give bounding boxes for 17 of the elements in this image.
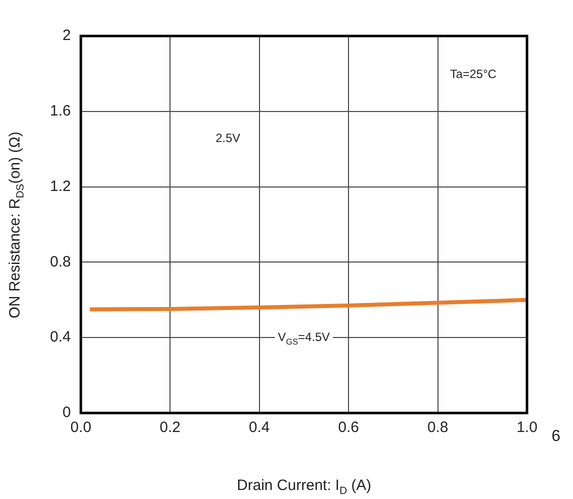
x-tick-label: 0.4 <box>248 419 270 436</box>
x-axis-title: Drain Current: I$_{D}$ (A) <box>236 477 372 497</box>
x-tick-label: 0.2 <box>160 419 181 436</box>
y-tick-label: 1.2 <box>50 178 71 195</box>
x-tick-label: 0.8 <box>427 419 448 436</box>
x-tick-label: 1.0 <box>516 419 538 436</box>
x-tick-label: 0.0 <box>70 419 92 436</box>
y-tick-label: 0 <box>62 404 71 422</box>
annotation: Ta=25°C <box>446 66 500 81</box>
y-tick-label: 1.6 <box>50 102 71 120</box>
annotation: V$_{GS}$=4.5V <box>274 330 333 346</box>
x-tick-label: 0.6 <box>338 419 359 436</box>
y-tick-label: 0.4 <box>50 328 71 346</box>
annotation: 2.5V <box>212 130 244 145</box>
y-tick-label: 0.8 <box>50 253 71 270</box>
y-tick-label: 2 <box>62 27 71 44</box>
text: 6 <box>550 428 562 446</box>
